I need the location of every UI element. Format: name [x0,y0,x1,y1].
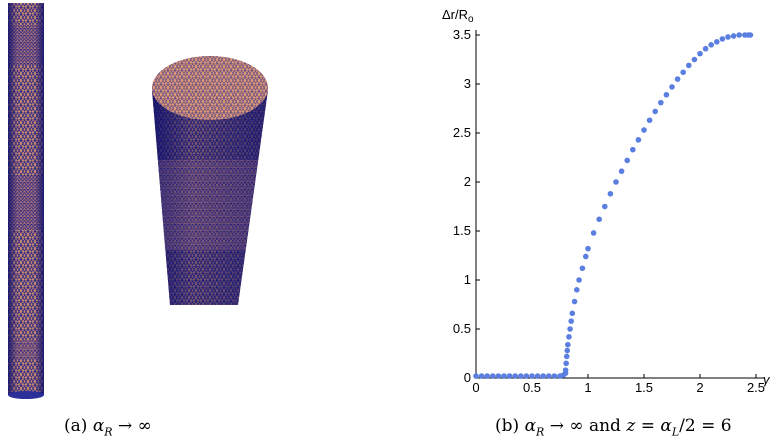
data-point [562,367,569,373]
data-point [630,146,636,153]
x-tick-label: 0 [472,380,479,395]
data-point [596,216,602,223]
data-point [582,253,589,260]
data-point [652,108,658,115]
caption-a-tag: (a) [64,416,88,436]
data-point [646,117,653,124]
data-point [618,168,625,175]
data-point [747,32,754,38]
data-point [663,91,670,98]
caption-a-alpha: α [92,416,105,436]
caption-b-sub-l: L [671,425,680,439]
data-point [730,33,737,39]
data-point [551,373,558,379]
data-point [484,373,491,379]
caption-a-rest: → ∞ [112,416,152,436]
data-point [540,373,546,379]
data-point [506,373,513,379]
data-point [568,318,574,324]
data-point [574,287,580,293]
data-point [708,42,714,48]
caption-b-eq: = [635,416,661,436]
data-point [585,245,591,252]
y-tick-label: 1.5 [453,223,471,238]
x-tick-label: 2 [696,380,703,395]
data-point [473,373,479,379]
data-point [674,76,681,82]
data-point [512,373,518,379]
data-point [564,347,571,354]
caption-b: (b) αR → ∞ and z = αL/2 = 6 [495,416,732,438]
data-point [569,310,576,317]
data-point [635,137,642,143]
x-tick-label: 1.5 [635,380,653,395]
caption-b-alpha-r: α [524,416,537,436]
data-point [518,373,524,379]
data-point [624,157,630,164]
data-point [563,360,569,367]
data-point [567,326,573,332]
caption-a: (a) αR → ∞ [64,416,152,438]
data-point [529,373,535,379]
data-point [736,32,742,38]
caption-b-sub-r: R [536,425,545,439]
x-tick-label: 2.5 [747,380,765,395]
data-point [719,36,726,42]
data-point [691,56,698,63]
y-tick-label: 0.5 [453,321,471,336]
caption-a-sub: R [104,425,113,439]
y-tick-label: 2.5 [453,125,471,140]
data-point [566,334,572,340]
data-point [490,373,496,379]
y-tick-label: 0 [464,370,471,385]
data-point [602,203,608,210]
wide-cylinder-mesh [152,56,268,305]
data-point [669,84,675,90]
data-point [534,373,541,379]
data-point [478,373,485,379]
data-point [641,127,647,133]
data-point [686,62,692,69]
caption-b-alpha-l: α [660,416,672,436]
data-point [523,373,530,379]
data-point [702,45,709,52]
data-point [563,353,570,360]
data-point [571,298,578,305]
y-tick-label: 3 [464,76,471,91]
tall-cylinder-mesh [8,3,44,399]
data-point [680,69,686,76]
data-point [546,373,552,379]
x-tick-label: 1 [584,380,591,395]
y-tick-label: 1 [464,272,471,287]
x-tick-label: 0.5 [523,380,541,395]
caption-b-end: /2 = 6 [679,416,732,436]
chart-axes: 0 0.5 1 1.5 2 2.5 0 0.5 1 1.5 2 2.5 3 3.5 Δr/Ro γ [442,7,771,395]
data-point [495,373,502,379]
caption-b-tag: (b) [495,416,520,436]
y-tick-label: 3.5 [453,27,471,42]
x-axis-label: γ [763,372,771,387]
data-point [590,230,597,236]
data-point [576,277,582,283]
chart-marks [473,32,754,379]
data-point [607,190,614,197]
y-tick-label: 2 [464,174,471,189]
data-point [613,179,619,185]
caption-b-text: → ∞ and [544,416,627,436]
data-point [579,265,586,272]
data-point [565,341,571,348]
data-point [725,34,731,40]
y-axis-label: Δr/Ro [442,7,474,25]
data-point [501,373,507,379]
data-point [697,50,703,57]
data-point [658,99,664,106]
data-point [714,39,720,45]
caption-b-z: z [626,416,636,436]
